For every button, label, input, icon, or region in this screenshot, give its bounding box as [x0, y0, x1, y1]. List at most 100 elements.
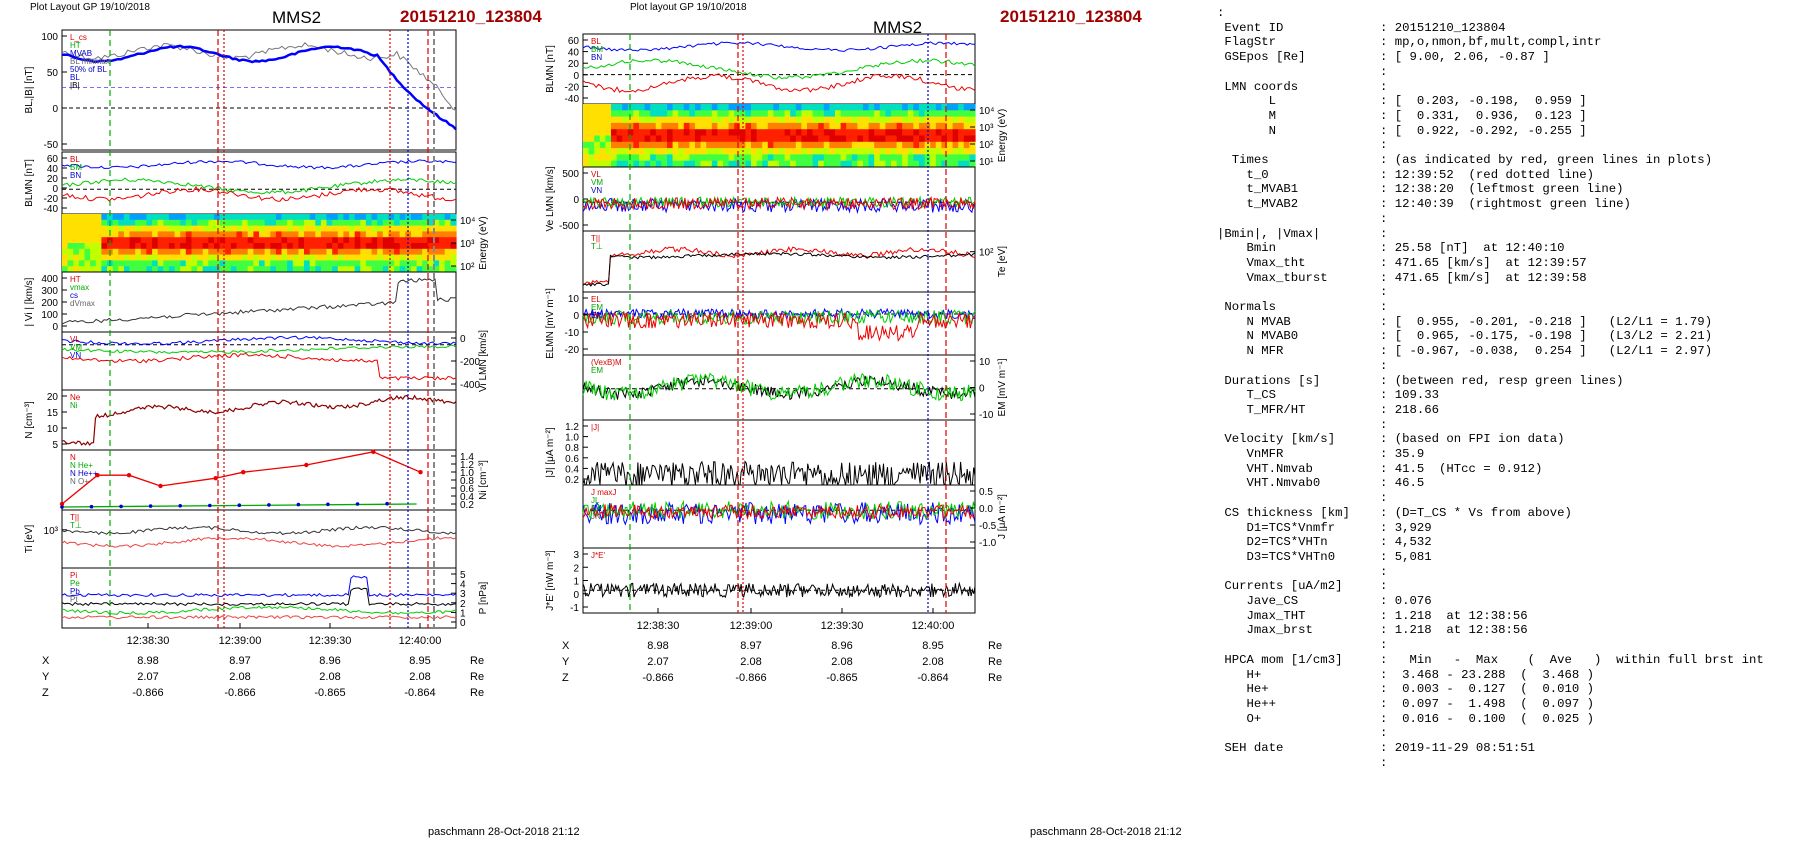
spectrogram-cell [835, 160, 842, 168]
legend-entry: T⊥ [70, 521, 82, 530]
spectrogram-cell [963, 104, 970, 111]
spectrogram-cell [140, 243, 147, 250]
y-axis-label: Ti [eV] [24, 525, 35, 554]
spectrogram-cell [349, 231, 356, 238]
spectrogram-cell [382, 266, 389, 273]
panel-frame-j [582, 419, 976, 486]
spectrogram-cell [616, 116, 623, 124]
spectrogram-cell [896, 116, 903, 124]
spectrogram-cell [801, 148, 808, 155]
spectrogram-cell [627, 160, 634, 168]
spectrogram-cell [101, 260, 108, 267]
spectrogram-cell [739, 129, 746, 137]
left-footer: paschmann 28-Oct-2018 21:12 [428, 826, 580, 838]
spectrogram-cell [230, 243, 238, 250]
spectrogram-cell [801, 141, 808, 149]
tick-label: -200 [460, 357, 480, 368]
spectrogram-cell [723, 122, 730, 130]
spectrogram-cell [633, 110, 640, 118]
spectrogram-cell [123, 266, 131, 273]
spectrogram-cell [779, 154, 786, 162]
data-point [355, 502, 360, 506]
spectrogram-cell [332, 219, 339, 227]
info-row: Currents [uA/m2]: [1217, 579, 1387, 593]
spectrogram-cell [734, 110, 741, 118]
spectrogram-cell [773, 116, 780, 124]
y-axis-label: Ve LMN [km/s] [545, 166, 556, 231]
spectrogram-cell [287, 248, 294, 256]
spectrogram-cell [67, 219, 74, 227]
spectrogram-cell [275, 260, 283, 267]
series-jm [582, 499, 976, 521]
spectrogram-cell [611, 116, 618, 124]
spectrogram-cell [298, 260, 305, 267]
info-value: : [ 0.922, -0.292, -0.255 ] [1380, 123, 1587, 138]
spectrogram-cell [879, 135, 886, 143]
spectrogram-cell [298, 266, 305, 273]
spectrogram-cell [840, 160, 847, 168]
spectrogram-cell [152, 219, 159, 227]
legend-entry: VL [70, 335, 80, 344]
spectrogram-cell [107, 266, 114, 273]
spectrogram-cell [107, 254, 114, 261]
spectrogram-cell [439, 254, 446, 261]
spectrogram-cell [611, 135, 618, 143]
spectrogram-cell [963, 148, 970, 155]
spectrogram-cell [667, 148, 674, 155]
spectrogram-cell [416, 266, 423, 273]
spectrogram-cell [326, 237, 333, 244]
spectrogram-cell [382, 248, 389, 256]
info-row: : [1217, 6, 1380, 20]
spectrogram-cell [947, 110, 954, 118]
info-value: : 1.218 at 12:38:56 [1380, 608, 1528, 623]
spectrogram-cell [879, 122, 886, 130]
spectrogram-cell [756, 148, 763, 155]
spectrogram-cell [594, 116, 601, 124]
spectrogram-cell [605, 110, 612, 118]
spectrogram-cell [78, 225, 86, 232]
spectrogram-cell [112, 266, 119, 273]
info-value: : 4,532 [1380, 535, 1432, 550]
spectrogram-cell [439, 231, 446, 238]
spectrogram-cell [411, 266, 418, 273]
legend-entry: Pt [70, 595, 78, 604]
spectrogram-cell [639, 148, 646, 155]
spectrogram-cell [734, 104, 741, 111]
spectrogram-cell [717, 160, 724, 168]
spectrogram-cell [919, 148, 926, 155]
spectrogram-cell [95, 237, 102, 244]
info-value: : [1380, 64, 1388, 79]
spectrogram-cell [332, 254, 339, 261]
spectrogram-cell [101, 225, 108, 232]
spectrogram-cell [717, 104, 724, 111]
spectrogram-cell [174, 254, 181, 261]
legend-entry: N O+ [70, 477, 89, 486]
info-value: : (D=T_CS * Vs from above) [1380, 505, 1572, 520]
position-unit: Re [988, 656, 1002, 668]
spectrogram-cell [62, 225, 69, 232]
spectrogram-cell [795, 141, 802, 149]
spectrogram-cell [823, 154, 830, 162]
info-key: Vmax_tburst [1217, 270, 1328, 285]
legend-entry: MVAB [70, 49, 92, 58]
spectrogram-cell [118, 219, 125, 227]
spectrogram-cell [767, 110, 774, 118]
legend-entry: T|| [591, 234, 600, 243]
spectrogram-cell [795, 116, 802, 124]
spectrogram-cell [146, 231, 153, 238]
spectrogram-cell [599, 160, 606, 168]
spectrogram-cell [95, 260, 102, 267]
spectrogram-cell [935, 148, 942, 155]
spectrogram-cell [711, 122, 718, 130]
spectrogram-cell [655, 129, 662, 137]
spectrogram-cell [444, 248, 451, 256]
data-point [60, 505, 64, 509]
tick-label: 5 [52, 440, 58, 451]
tick-label: 4 [460, 580, 466, 591]
spectrogram-cell [168, 254, 176, 261]
spectrogram-cell [616, 110, 623, 118]
series-bl [582, 41, 976, 52]
legend-entry: BL [70, 73, 80, 82]
spectrogram-cell [349, 254, 356, 261]
spectrogram-cell [605, 160, 612, 168]
